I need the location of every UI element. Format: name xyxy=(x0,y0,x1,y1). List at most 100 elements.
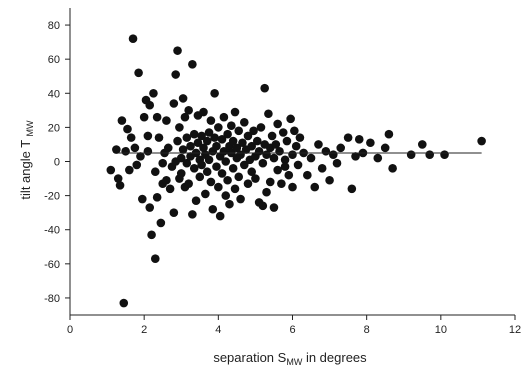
data-point xyxy=(380,143,390,153)
data-point xyxy=(138,194,147,204)
data-point xyxy=(273,119,282,129)
data-point xyxy=(230,107,240,117)
data-point xyxy=(232,143,242,153)
data-point xyxy=(197,160,206,170)
data-point xyxy=(132,160,142,170)
y-tick-label: -80 xyxy=(44,293,60,305)
data-point xyxy=(251,174,260,183)
data-point xyxy=(291,141,301,151)
data-point xyxy=(208,204,218,214)
data-point xyxy=(154,133,164,142)
x-tick-label: 4 xyxy=(215,324,221,336)
data-point xyxy=(128,34,138,43)
data-point xyxy=(286,114,295,124)
data-point xyxy=(156,218,166,228)
x-tick-label: 10 xyxy=(435,324,447,336)
data-point xyxy=(303,170,312,180)
data-point xyxy=(219,112,229,122)
data-point xyxy=(214,123,223,132)
data-point xyxy=(106,165,116,175)
data-point xyxy=(206,116,216,125)
data-point xyxy=(238,138,247,148)
data-point xyxy=(206,177,216,187)
data-point xyxy=(158,158,168,168)
data-point xyxy=(284,170,294,180)
data-point xyxy=(149,88,158,98)
data-point xyxy=(384,129,394,139)
data-point xyxy=(234,126,244,136)
y-tick-label: -60 xyxy=(44,259,60,271)
data-point xyxy=(228,136,238,146)
y-tick-label: 80 xyxy=(48,20,60,32)
data-point xyxy=(275,146,284,156)
data-point xyxy=(204,155,214,165)
data-point xyxy=(191,196,201,206)
data-point xyxy=(169,208,179,217)
data-point xyxy=(121,146,130,156)
data-point xyxy=(173,136,182,146)
x-tick-label: 8 xyxy=(364,324,370,336)
data-point xyxy=(280,162,290,171)
data-point xyxy=(225,199,234,209)
y-tick-label: 20 xyxy=(48,122,60,134)
data-point xyxy=(139,112,149,122)
data-point xyxy=(252,136,262,146)
data-point xyxy=(188,59,197,69)
data-point xyxy=(202,167,212,177)
data-point xyxy=(256,123,266,132)
data-point xyxy=(169,99,179,108)
data-point xyxy=(228,164,238,173)
data-point xyxy=(354,135,364,144)
data-point xyxy=(188,210,197,219)
data-point xyxy=(117,116,127,125)
data-point xyxy=(239,160,249,170)
data-point xyxy=(328,150,338,159)
data-point xyxy=(282,136,292,146)
data-point xyxy=(388,164,397,173)
data-point xyxy=(136,152,145,161)
data-point xyxy=(314,140,323,149)
data-point xyxy=(325,175,334,185)
data-point xyxy=(195,172,205,182)
data-point xyxy=(293,160,303,170)
axes xyxy=(65,8,516,320)
data-point xyxy=(202,136,212,146)
data-point xyxy=(130,143,140,153)
x-tick-label: 12 xyxy=(509,324,521,336)
data-point xyxy=(260,83,269,93)
data-point xyxy=(243,179,253,188)
x-tick-label: 2 xyxy=(141,324,147,336)
data-point xyxy=(119,298,129,308)
data-point xyxy=(163,143,173,153)
data-point xyxy=(165,184,175,194)
data-point xyxy=(288,182,297,192)
data-point xyxy=(112,145,121,154)
data-point xyxy=(336,143,346,153)
data-point xyxy=(223,129,232,139)
data-point xyxy=(269,153,279,163)
data-point xyxy=(176,153,186,163)
data-point xyxy=(290,126,299,136)
data-point xyxy=(243,131,253,141)
data-point xyxy=(440,150,449,159)
data-point xyxy=(193,138,203,148)
data-point xyxy=(197,131,206,141)
data-point xyxy=(227,121,236,130)
data-point xyxy=(343,133,353,142)
data-point xyxy=(217,169,227,178)
data-point xyxy=(278,128,288,137)
data-point xyxy=(247,141,257,151)
data-point xyxy=(234,172,244,182)
data-point xyxy=(273,165,282,175)
y-tick-label: 60 xyxy=(48,54,60,66)
data-point xyxy=(182,133,192,142)
data-point xyxy=(113,174,123,183)
data-point xyxy=(150,167,160,177)
data-point xyxy=(310,182,320,192)
data-point xyxy=(178,145,188,154)
data-point xyxy=(184,179,193,188)
data-point xyxy=(351,152,360,161)
data-point xyxy=(143,131,153,141)
data-point xyxy=(126,133,136,142)
